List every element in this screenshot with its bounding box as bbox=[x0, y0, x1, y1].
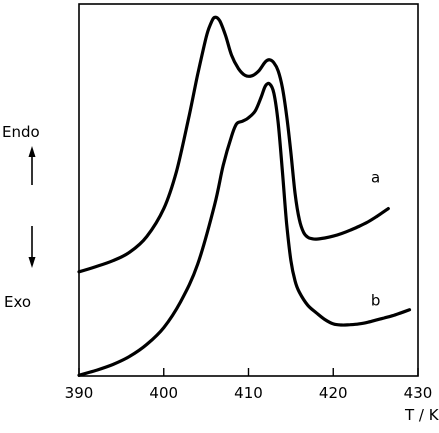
x-tick-label: 410 bbox=[234, 384, 263, 402]
annotations: Endo Exo T / K a b bbox=[2, 123, 439, 424]
ylabel-exo: Exo bbox=[4, 293, 31, 311]
plot-border bbox=[78, 3, 419, 377]
ylabel-endo: Endo bbox=[2, 123, 40, 141]
curves bbox=[77, 15, 412, 377]
x-tick-label: 430 bbox=[404, 384, 433, 402]
x-tick-label: 390 bbox=[65, 384, 94, 402]
curve-a bbox=[77, 15, 390, 274]
curve-b bbox=[77, 81, 412, 377]
series-label-b: b bbox=[371, 291, 381, 309]
x-tick-label: 400 bbox=[149, 384, 178, 402]
series-label-a: a bbox=[371, 169, 380, 187]
x-tick-label: 420 bbox=[319, 384, 348, 402]
plot-frame bbox=[78, 3, 419, 377]
x-ticks bbox=[78, 368, 419, 376]
x-tick-labels: 390 400 410 420 430 bbox=[65, 384, 433, 402]
endo-arrow-head bbox=[28, 146, 36, 157]
xlabel: T / K bbox=[404, 406, 439, 424]
exo-arrow-head bbox=[28, 257, 36, 268]
